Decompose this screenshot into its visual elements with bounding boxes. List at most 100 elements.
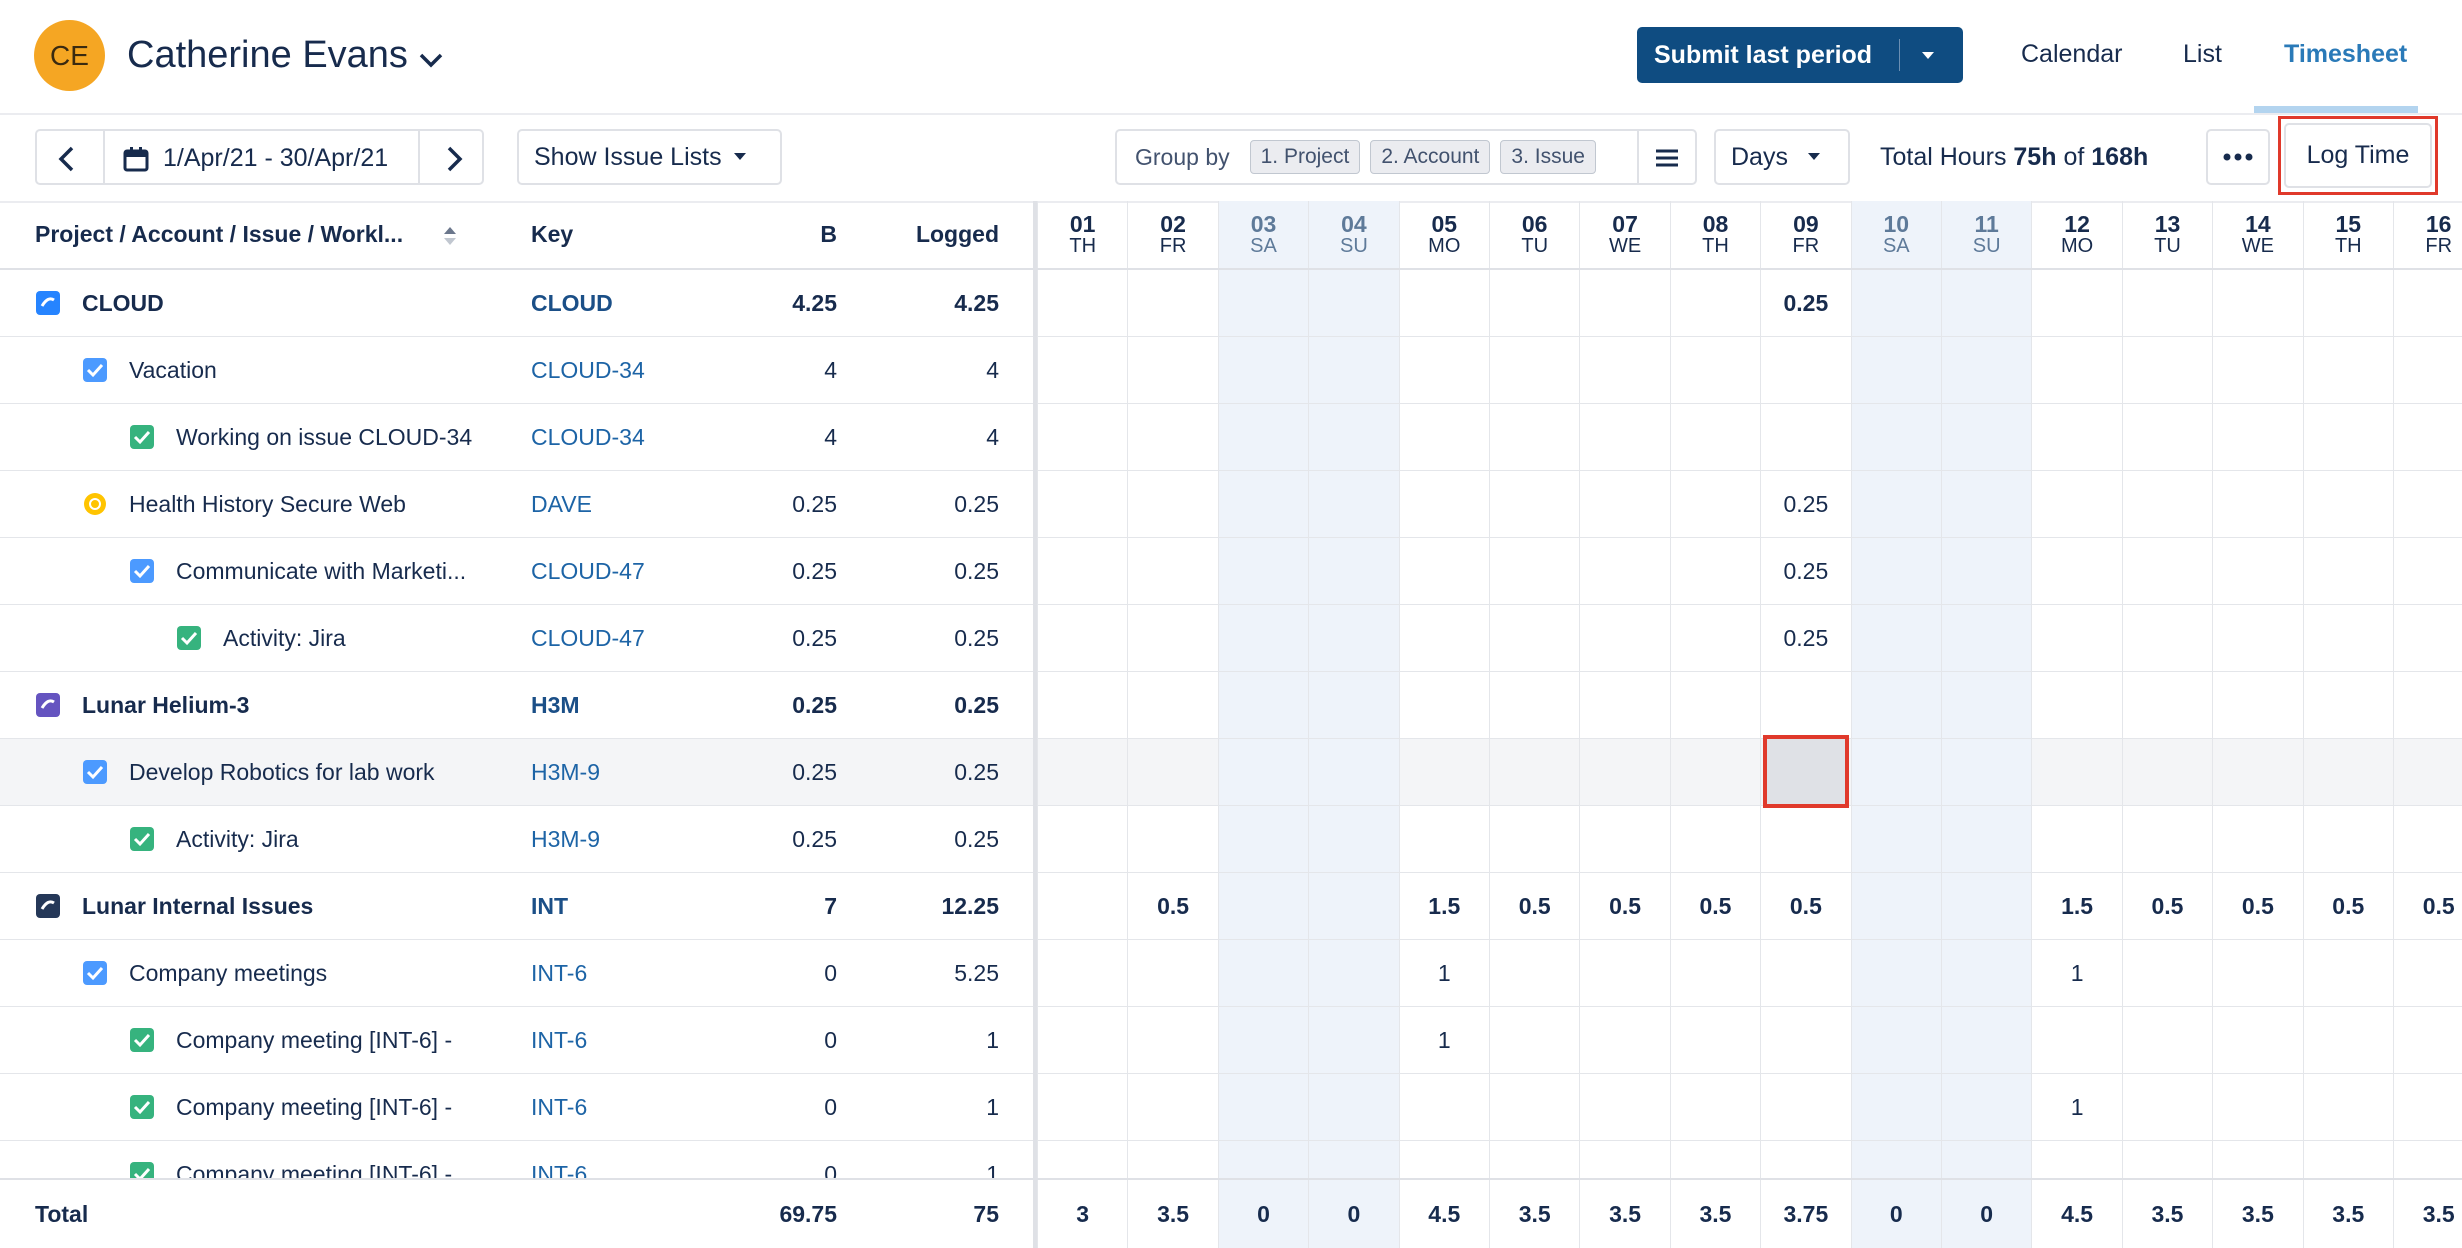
- day-cell[interactable]: [2212, 1074, 2302, 1140]
- day-cell[interactable]: [1217, 940, 1309, 1006]
- day-cell[interactable]: 3.75: [1760, 1180, 1850, 1248]
- day-cell[interactable]: [2393, 806, 2462, 872]
- day-cell[interactable]: [1398, 337, 1489, 403]
- day-cell[interactable]: [2212, 337, 2302, 403]
- day-cell[interactable]: [2212, 940, 2302, 1006]
- day-cell[interactable]: [1850, 873, 1941, 939]
- day-cell[interactable]: [1217, 404, 1309, 470]
- day-cell[interactable]: [1760, 337, 1850, 403]
- day-cell[interactable]: [1941, 538, 2032, 604]
- day-cell[interactable]: [2212, 270, 2302, 336]
- day-cell[interactable]: [1760, 1141, 1850, 1178]
- day-cell[interactable]: [2031, 270, 2121, 336]
- day-cell[interactable]: [1850, 538, 1941, 604]
- day-cell[interactable]: [1489, 471, 1579, 537]
- day-cell[interactable]: [1941, 1007, 2032, 1073]
- day-cell[interactable]: [1941, 605, 2032, 671]
- day-cell[interactable]: [1489, 806, 1579, 872]
- day-cell[interactable]: [2121, 940, 2212, 1006]
- day-cell[interactable]: [2031, 605, 2121, 671]
- day-cell[interactable]: [1579, 471, 1669, 537]
- day-cell[interactable]: [2393, 605, 2462, 671]
- row-key[interactable]: DAVE: [531, 490, 592, 517]
- day-cell[interactable]: [1669, 404, 1760, 470]
- day-cell[interactable]: [1217, 873, 1309, 939]
- day-cell[interactable]: [1489, 605, 1579, 671]
- day-cell[interactable]: [2121, 672, 2212, 738]
- day-cell[interactable]: [2121, 806, 2212, 872]
- day-cell[interactable]: [1127, 1141, 1217, 1178]
- day-cell[interactable]: [2212, 605, 2302, 671]
- group-chip[interactable]: 1. Project: [1249, 140, 1361, 174]
- day-cell[interactable]: 1: [1398, 1007, 1489, 1073]
- day-cell[interactable]: [1308, 1141, 1399, 1178]
- day-cell[interactable]: [1669, 337, 1760, 403]
- day-cell[interactable]: [1941, 739, 2032, 805]
- day-cell[interactable]: 0.5: [2393, 873, 2462, 939]
- day-cell[interactable]: 0.5: [1489, 873, 1579, 939]
- day-cell[interactable]: [2212, 538, 2302, 604]
- day-cell[interactable]: [1941, 1141, 2032, 1178]
- day-cell[interactable]: [1669, 471, 1760, 537]
- day-cell[interactable]: 3.5: [2212, 1180, 2302, 1248]
- day-cell[interactable]: [1941, 404, 2032, 470]
- day-cell[interactable]: [1579, 337, 1669, 403]
- day-cell[interactable]: [2121, 538, 2212, 604]
- day-cell[interactable]: [1308, 873, 1399, 939]
- day-cell[interactable]: [1760, 672, 1850, 738]
- day-cell[interactable]: [2393, 471, 2462, 537]
- view-select[interactable]: Days: [1714, 129, 1850, 185]
- next-button[interactable]: [444, 146, 464, 172]
- day-cell[interactable]: [1217, 1007, 1309, 1073]
- submit-dropdown[interactable]: [1921, 51, 1935, 61]
- day-cell[interactable]: [1127, 471, 1217, 537]
- day-cell[interactable]: [1669, 605, 1760, 671]
- day-cell[interactable]: [1308, 538, 1399, 604]
- day-cell[interactable]: [1489, 672, 1579, 738]
- row-key[interactable]: CLOUD-34: [531, 356, 645, 383]
- day-cell[interactable]: [1398, 404, 1489, 470]
- day-cell[interactable]: 1: [2031, 940, 2121, 1006]
- day-cell[interactable]: [1489, 1141, 1579, 1178]
- day-cell[interactable]: [2302, 739, 2393, 805]
- log-time-button[interactable]: Log Time: [2284, 123, 2432, 188]
- day-cell[interactable]: [2121, 1074, 2212, 1140]
- day-cell[interactable]: [2302, 605, 2393, 671]
- day-cell[interactable]: [1308, 806, 1399, 872]
- day-cell[interactable]: [2302, 940, 2393, 1006]
- day-cell[interactable]: [2031, 404, 2121, 470]
- day-cell[interactable]: [2031, 471, 2121, 537]
- day-cell[interactable]: [1037, 1074, 1127, 1140]
- day-cell[interactable]: [1127, 605, 1217, 671]
- day-cell[interactable]: [2302, 538, 2393, 604]
- day-cell[interactable]: [1127, 337, 1217, 403]
- day-cell[interactable]: 1.5: [2031, 873, 2121, 939]
- nav-list[interactable]: List: [2183, 40, 2222, 68]
- submit-button[interactable]: Submit last period: [1637, 27, 1963, 83]
- day-cell[interactable]: [1850, 270, 1941, 336]
- day-cell[interactable]: [2212, 471, 2302, 537]
- day-cell[interactable]: [1127, 806, 1217, 872]
- row-key[interactable]: INT-6: [531, 1160, 588, 1179]
- day-cell[interactable]: [1127, 1007, 1217, 1073]
- day-cell[interactable]: 0.5: [1579, 873, 1669, 939]
- nav-calendar[interactable]: Calendar: [2021, 40, 2123, 68]
- day-cell[interactable]: 1: [1398, 940, 1489, 1006]
- day-cell[interactable]: [1850, 337, 1941, 403]
- day-cell[interactable]: [1669, 1141, 1760, 1178]
- day-cell[interactable]: [1669, 739, 1760, 805]
- day-cell[interactable]: 0.25: [1760, 605, 1850, 671]
- day-cell[interactable]: [2121, 404, 2212, 470]
- day-cell[interactable]: [2302, 1141, 2393, 1178]
- day-cell[interactable]: [2212, 739, 2302, 805]
- day-cell[interactable]: [1669, 538, 1760, 604]
- day-cell[interactable]: [1579, 605, 1669, 671]
- day-cell[interactable]: [1037, 270, 1127, 336]
- day-cell[interactable]: 0.5: [1127, 873, 1217, 939]
- day-cell[interactable]: [1760, 1007, 1850, 1073]
- day-cell[interactable]: [1127, 940, 1217, 1006]
- day-cell[interactable]: [1308, 1074, 1399, 1140]
- day-cell[interactable]: [2121, 337, 2212, 403]
- day-cell[interactable]: [1489, 337, 1579, 403]
- day-cell[interactable]: [1760, 806, 1850, 872]
